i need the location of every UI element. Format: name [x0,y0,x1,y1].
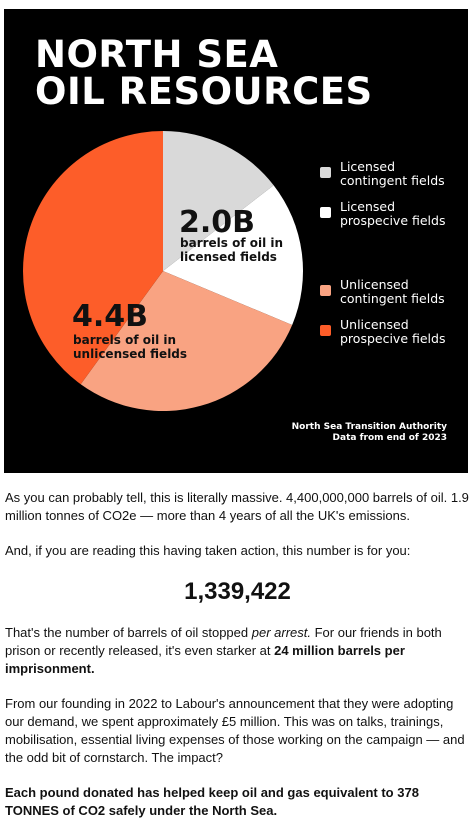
legend-label-1-line-1: Licensed [340,159,395,174]
oil-resources-infographic: NORTH SEA OIL RESOURCES 2.0B barrels of … [4,9,468,473]
chart-title-line-1: NORTH SEA [35,33,278,76]
pie-slice-1 [163,131,274,271]
paragraph-per-arrest: That's the number of barrels of oil stop… [5,624,470,678]
legend-label-2-line-2: prospecive fields [340,213,445,228]
chart-title-line-2: OIL RESOURCES [35,70,373,113]
infographic-svg: NORTH SEA OIL RESOURCES 2.0B barrels of … [23,33,448,443]
pie-slice-2 [163,185,303,325]
legend-label-3-line-1: Unlicensed [340,277,409,292]
unlicensed-label-line-2: unlicensed fields [73,347,187,361]
source-line-2: Data from end of 2023 [333,433,447,443]
legend-label-3-line-2: contingent fields [340,291,445,306]
legend-label-2-line-1: Licensed [340,199,395,214]
source-line-1: North Sea Transition Authority [292,422,448,432]
article-body: As you can probably tell, this is litera… [5,489,470,837]
licensed-value: 2.0B [179,205,255,240]
barrels-per-arrest-counter: 1,339,422 [184,578,291,605]
impact-bold-text: Each pound donated has helped keep oil a… [5,785,419,818]
per-imprisonment-bold: 24 million barrels per imprisonment. [5,643,405,676]
per-arrest-text-start: That's the number of barrels of oil stop… [5,625,252,640]
licensed-label-line-2: licensed fields [180,250,277,264]
legend-label-4-line-1: Unlicensed [340,317,409,332]
legend-label-1-line-2: contingent fields [340,173,445,188]
per-arrest-italic: per arrest. [251,625,311,640]
legend-swatch-3 [320,285,331,296]
paragraph-intro: As you can probably tell, this is litera… [5,490,469,523]
per-arrest-text-mid: For our friends in both prison or recent… [5,625,442,658]
pie-chart [23,131,303,411]
paragraph-spending: From our founding in 2022 to Labour's an… [5,696,465,765]
legend-swatch-2 [320,207,331,218]
paragraph-impact: Each pound donated has helped keep oil a… [5,784,470,820]
unlicensed-value: 4.4B [72,299,148,334]
legend-label-4-line-2: prospecive fields [340,331,445,346]
paragraph-reader-note: And, if you are reading this having take… [5,543,411,558]
pie-slice-4 [23,131,163,385]
licensed-label-line-1: barrels of oil in [180,236,283,250]
unlicensed-label-line-1: barrels of oil in [73,333,176,347]
pie-slice-3 [80,271,293,411]
legend-swatch-4 [320,325,331,336]
legend-swatch-1 [320,167,331,178]
